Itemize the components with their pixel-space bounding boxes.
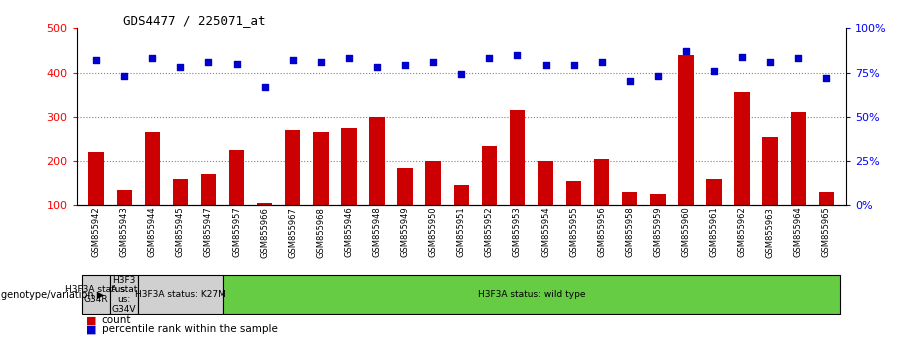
Text: ■: ■ [86,315,100,325]
Point [623,79,637,84]
Point [819,75,833,81]
FancyBboxPatch shape [139,275,222,314]
Bar [762,137,778,205]
Point [791,56,806,61]
Bar [145,132,160,205]
Point [313,59,328,65]
Bar [313,132,328,205]
Bar [482,145,497,205]
Point [426,59,440,65]
FancyBboxPatch shape [82,275,110,314]
Bar [369,117,384,205]
Bar [790,113,806,205]
Bar [229,150,244,205]
Point [510,52,525,58]
FancyBboxPatch shape [110,275,139,314]
Bar [734,92,750,205]
Point [89,57,104,63]
Point [679,48,693,54]
Text: percentile rank within the sample: percentile rank within the sample [102,324,277,334]
Point [706,68,721,74]
Bar [538,161,554,205]
Bar [201,175,216,205]
Bar [679,55,694,205]
Bar [173,179,188,205]
Point [230,61,244,67]
Point [202,59,216,65]
Bar [594,159,609,205]
Text: count: count [102,315,131,325]
Bar [341,128,356,205]
Bar [426,161,441,205]
Text: H3F3
A stat
us:
G34V: H3F3 A stat us: G34V [111,276,138,314]
FancyBboxPatch shape [222,275,841,314]
Bar [650,194,666,205]
Bar [256,203,273,205]
Point [117,73,131,79]
Point [651,73,665,79]
Text: ■: ■ [86,324,100,334]
Bar [285,130,301,205]
Text: H3F3A status: K27M: H3F3A status: K27M [135,290,226,299]
Text: H3F3A status:
G34R: H3F3A status: G34R [65,285,128,304]
Bar [509,110,525,205]
Point [763,59,778,65]
Point [173,64,187,70]
Point [398,63,412,68]
Text: genotype/variation ▶: genotype/variation ▶ [1,290,104,300]
Bar [398,168,413,205]
Bar [116,190,132,205]
Point [454,72,469,77]
Bar [566,181,581,205]
Point [566,63,580,68]
Point [595,59,609,65]
Point [285,57,300,63]
Bar [88,152,104,205]
Bar [622,192,637,205]
Text: H3F3A status: wild type: H3F3A status: wild type [478,290,585,299]
Bar [706,179,722,205]
Text: GDS4477 / 225071_at: GDS4477 / 225071_at [122,14,266,27]
Point [735,54,750,59]
Point [538,63,553,68]
Point [370,64,384,70]
Point [257,84,272,90]
Point [145,56,159,61]
Point [342,56,356,61]
Bar [819,192,834,205]
Bar [454,185,469,205]
Point [482,56,497,61]
